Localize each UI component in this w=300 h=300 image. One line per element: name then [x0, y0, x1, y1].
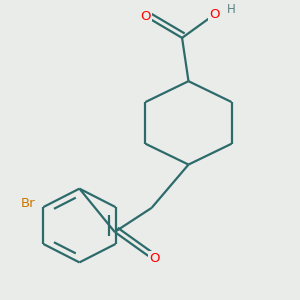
Text: O: O [209, 8, 219, 21]
Text: Br: Br [21, 197, 35, 210]
Text: O: O [141, 10, 151, 23]
Text: H: H [226, 2, 235, 16]
Text: O: O [149, 252, 159, 265]
